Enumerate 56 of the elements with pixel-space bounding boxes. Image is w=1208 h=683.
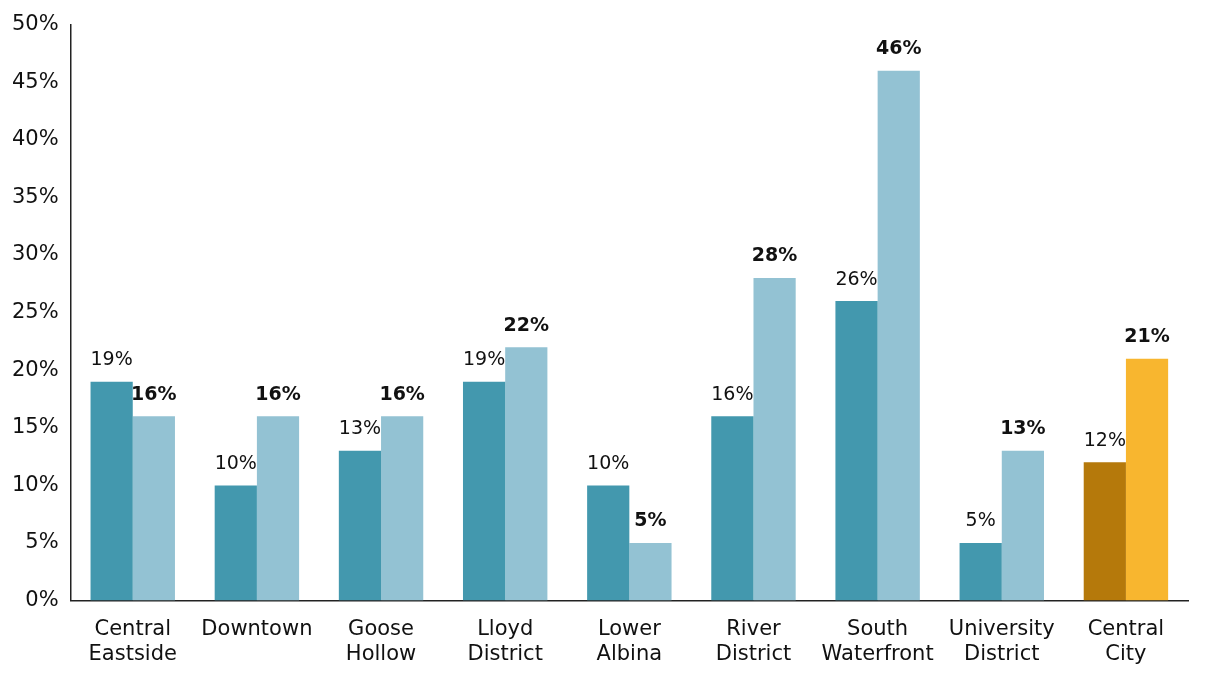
x-tick-label: Lower Albina xyxy=(596,615,663,665)
data-label: 28% xyxy=(751,243,798,266)
data-label: 16% xyxy=(255,381,301,404)
x-tick-label: South Waterfront xyxy=(821,615,934,665)
data-label: 5% xyxy=(634,508,667,531)
data-label: 21% xyxy=(1124,324,1170,347)
bar xyxy=(381,416,424,601)
y-tick-label: 25% xyxy=(11,299,59,324)
bar xyxy=(629,543,672,601)
data-label: 13% xyxy=(338,416,382,439)
data-label: 22% xyxy=(503,312,550,335)
data-label: 46% xyxy=(875,36,922,59)
data-label: 5% xyxy=(965,508,996,531)
data-label: 19% xyxy=(462,347,506,370)
y-tick-label: 30% xyxy=(11,241,59,266)
bar xyxy=(753,278,796,601)
data-label: 16% xyxy=(379,381,425,404)
bar xyxy=(505,347,548,601)
data-label: 16% xyxy=(711,381,754,404)
bar xyxy=(711,416,754,601)
y-tick-label: 0% xyxy=(25,587,59,612)
data-label: 19% xyxy=(90,347,133,370)
data-label: 16% xyxy=(131,381,177,404)
bar xyxy=(587,485,630,601)
bar xyxy=(132,416,175,601)
data-label: 12% xyxy=(1083,427,1126,450)
bar xyxy=(338,450,382,601)
bar xyxy=(256,416,300,601)
bar xyxy=(462,381,506,601)
x-tick-label: River District xyxy=(715,615,792,665)
y-tick-label: 5% xyxy=(25,529,59,554)
data-label: 13% xyxy=(1000,416,1046,439)
data-label: 10% xyxy=(587,450,630,473)
y-tick-label: 10% xyxy=(11,471,59,496)
bar xyxy=(835,301,878,601)
bar xyxy=(1125,358,1169,601)
x-tick-label: Goose Hollow xyxy=(345,615,417,665)
x-tick-label: Central Eastside xyxy=(88,615,177,665)
bar xyxy=(877,70,920,601)
y-tick-label: 40% xyxy=(11,126,59,151)
x-tick-label: Downtown xyxy=(201,615,313,640)
y-tick-label: 45% xyxy=(11,68,59,93)
x-tick-label: University District xyxy=(948,615,1055,665)
y-tick-label: 20% xyxy=(11,356,59,381)
bar xyxy=(1001,450,1044,601)
x-tick-label: Central City xyxy=(1087,615,1165,665)
y-tick-label: 15% xyxy=(11,414,59,439)
bar xyxy=(90,381,133,601)
data-label: 26% xyxy=(835,266,878,289)
bar xyxy=(959,543,1002,601)
bar xyxy=(1083,462,1126,601)
bar xyxy=(214,485,257,601)
y-tick-label: 50% xyxy=(11,11,59,36)
y-tick-label: 35% xyxy=(11,183,59,208)
x-tick-label: Lloyd District xyxy=(467,615,543,665)
data-label: 10% xyxy=(214,450,257,473)
